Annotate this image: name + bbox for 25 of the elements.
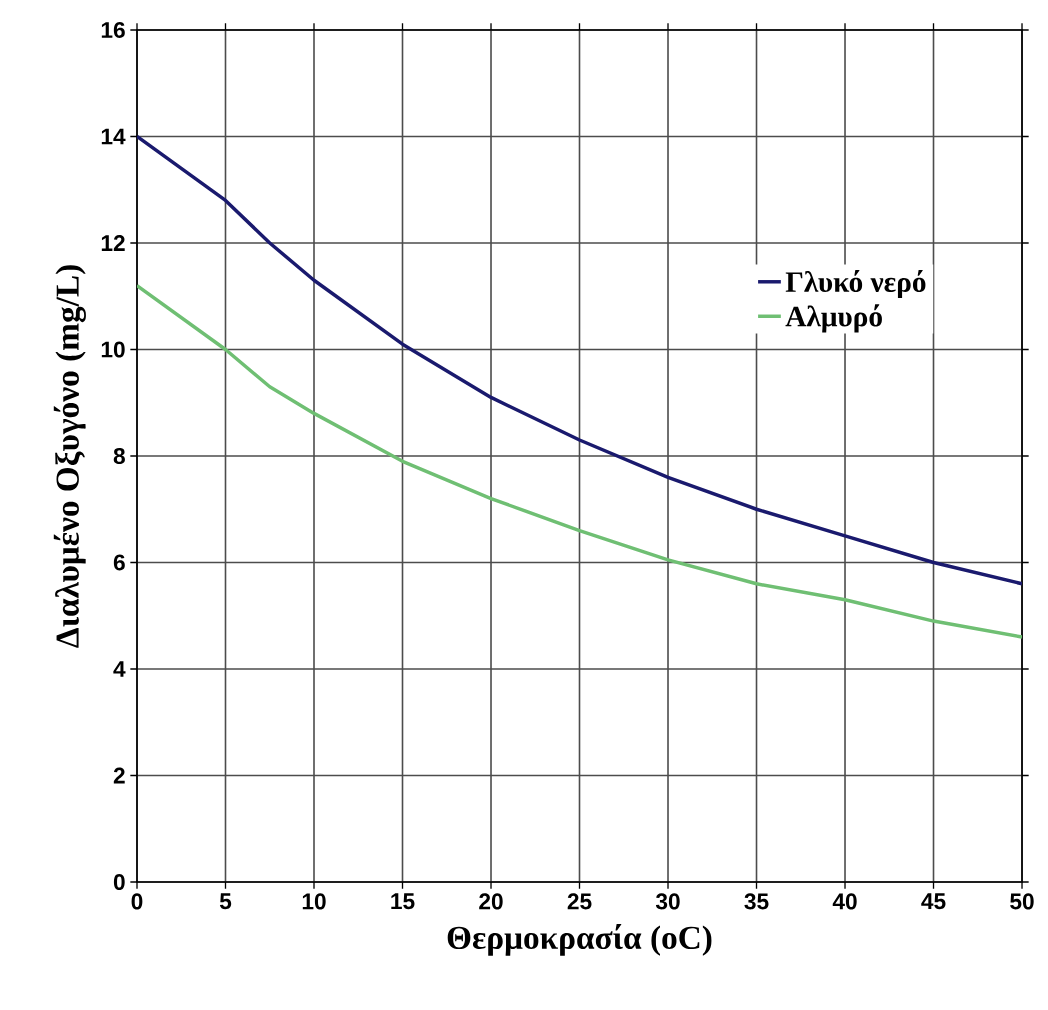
x-tick-label: 40	[832, 893, 857, 910]
x-tick-label: 45	[921, 893, 946, 910]
x-tick-label: 50	[1010, 893, 1034, 910]
x-tick-label: 25	[567, 893, 592, 910]
y-tick-label: 0	[113, 873, 125, 891]
x-tick-label: 20	[479, 893, 503, 910]
legend-label: Αλμυρό	[785, 304, 882, 333]
y-tick-label: 12	[101, 235, 125, 251]
x-tick-label: 30	[655, 893, 680, 910]
y-tick-label: 10	[101, 341, 125, 358]
x-tick-label: 35	[744, 893, 769, 910]
y-axis-title: Διαλυμένο Οξυγόνο (mg/L)	[53, 265, 86, 648]
x-tick-label: 15	[391, 893, 415, 910]
x-tick-label: 0	[131, 893, 143, 910]
line-series	[137, 134, 1023, 586]
y-tick-label: 14	[101, 128, 126, 145]
x-tick-label: 5	[219, 893, 232, 910]
legend-label: Γλυκό νερό	[785, 269, 926, 298]
y-tick-label: 8	[113, 447, 125, 465]
y-tick-label: 4	[113, 661, 126, 677]
y-tick-label: 16	[101, 21, 125, 39]
y-tick-label: 6	[113, 554, 125, 571]
x-axis-title: Θερμοκρασία (oC)	[447, 923, 712, 956]
x-tick-label: 10	[302, 893, 326, 910]
y-tick-label: 2	[113, 767, 125, 784]
